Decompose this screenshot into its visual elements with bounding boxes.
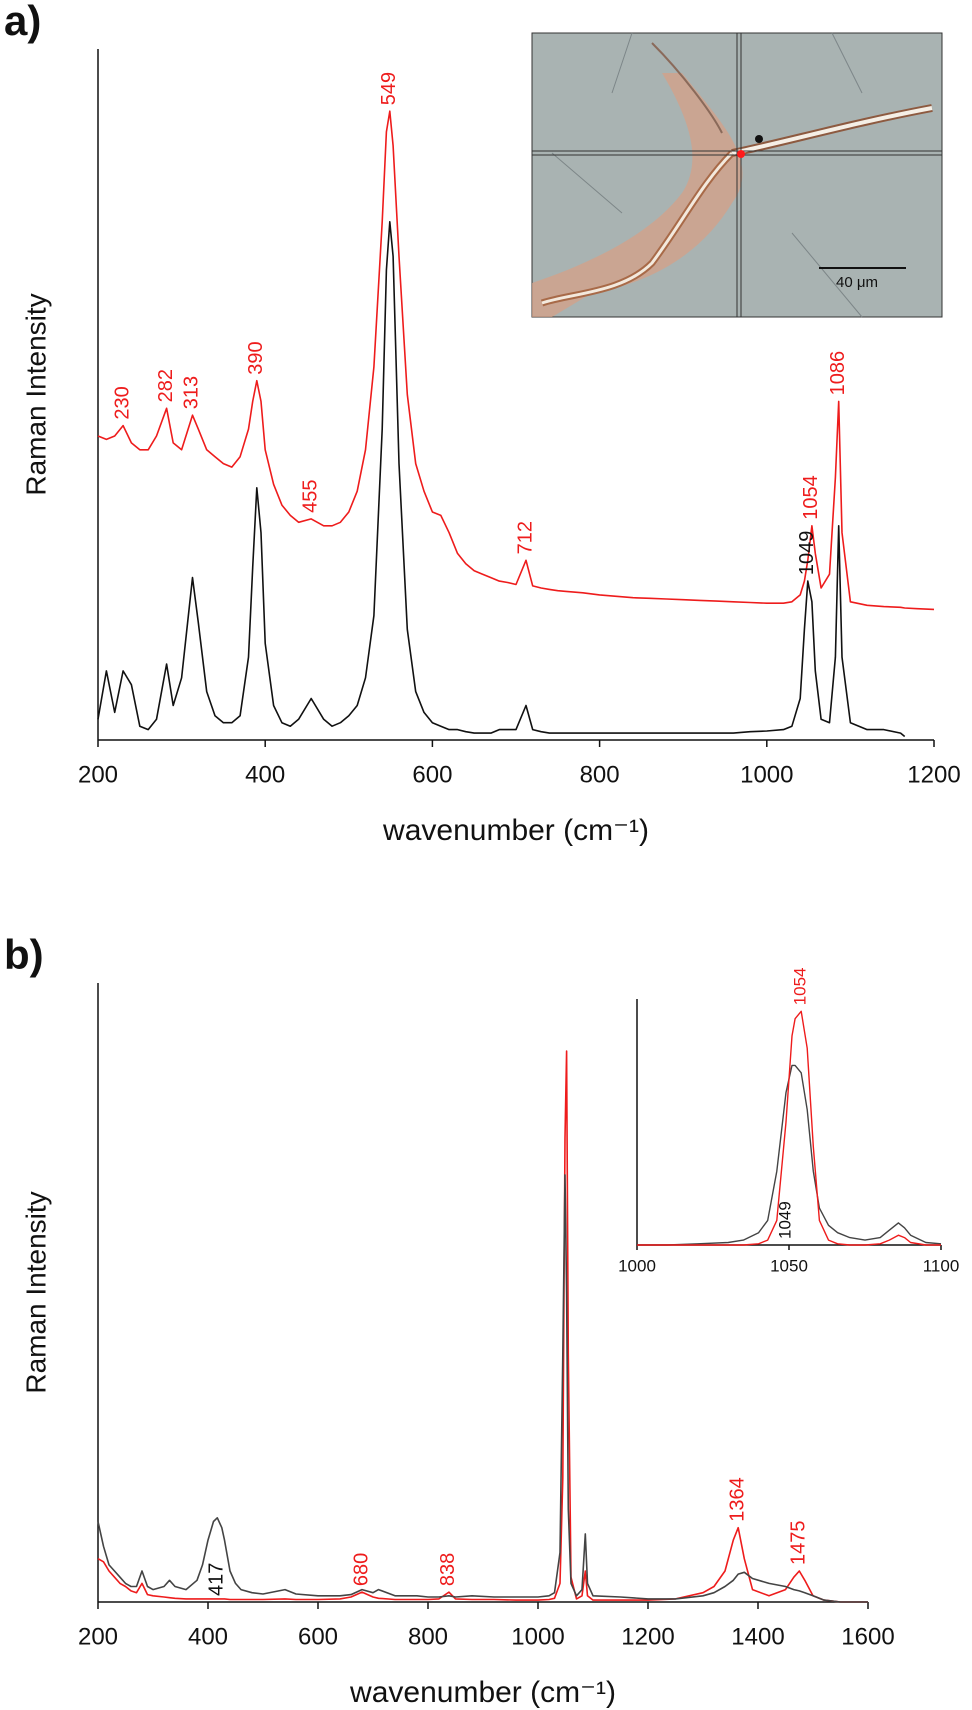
- x-tick-label: 400: [245, 761, 285, 788]
- x-tick-label: 1000: [618, 1256, 656, 1275]
- spectrum-line: [97, 110, 935, 611]
- chart: 200 400 600 800 1000 1200 1400 1600 wavenumber (…: [4, 931, 895, 1709]
- photo-vein: [651, 42, 723, 134]
- peak-label: 1054: [800, 475, 822, 520]
- peak-label: 712: [514, 521, 536, 554]
- peak-label: 1054: [791, 967, 810, 1005]
- peak-label: 1049: [796, 531, 818, 576]
- x-tick-label: 800: [580, 761, 620, 788]
- peak-label: 838: [437, 1553, 459, 1586]
- x-tick-label: 600: [298, 1623, 338, 1650]
- x-tick-label: 1100: [923, 1256, 960, 1275]
- y-axis-label: Raman Intensity: [20, 293, 51, 495]
- peak-label: 1086: [827, 351, 849, 396]
- peak-label: 1475: [788, 1521, 810, 1566]
- panel-label: b): [4, 931, 44, 978]
- peak-label: 1364: [726, 1477, 748, 1522]
- peak-label: 455: [299, 480, 321, 513]
- peak-label: 417: [206, 1563, 228, 1596]
- spectrum-line: [97, 221, 906, 738]
- spectrum-line: [637, 1064, 942, 1246]
- photo-stain: [532, 73, 743, 317]
- peak-label: 230: [111, 386, 133, 419]
- panel-label: a): [4, 0, 41, 44]
- inset-chart: 1000 1050 1100 1049 1054: [618, 967, 959, 1275]
- peak-label: 282: [155, 369, 177, 402]
- photo-crack: [541, 151, 734, 305]
- x-tick-label: 800: [408, 1623, 448, 1650]
- x-axis-label: wavenumber (cm⁻¹): [382, 814, 649, 847]
- x-tick-label: 200: [78, 761, 118, 788]
- peak-label: 313: [181, 376, 203, 409]
- chart: 200 400 600 800 1000 1200 wavenumber (cm⁻¹) Ram…: [4, 0, 961, 847]
- x-tick-label: 600: [412, 761, 452, 788]
- scale-bar-label: 40 μm: [836, 274, 878, 291]
- x-tick-label: 1200: [621, 1623, 674, 1650]
- x-tick-label: 200: [78, 1623, 118, 1650]
- red-spot: [737, 150, 745, 158]
- photo-vein: [551, 32, 863, 318]
- x-tick-label: 1400: [731, 1623, 784, 1650]
- x-tick-label: 1600: [841, 1623, 894, 1650]
- peak-label: 549: [378, 72, 400, 105]
- x-tick-label: 1200: [907, 761, 960, 788]
- y-axis-label: Raman Intensity: [20, 1191, 51, 1393]
- x-tick-label: 1050: [770, 1256, 808, 1275]
- peak-label: 680: [350, 1553, 372, 1586]
- x-tick-label: 400: [188, 1623, 228, 1650]
- peak-label: 1049: [775, 1201, 794, 1239]
- inset-photo: 40 μm: [531, 32, 943, 318]
- spectrum-line: [97, 1174, 868, 1603]
- black-spot: [755, 135, 763, 143]
- photo-crack: [731, 106, 933, 155]
- x-tick-label: 1000: [740, 761, 793, 788]
- x-axis-label: wavenumber (cm⁻¹): [349, 1676, 616, 1709]
- peak-label: 390: [245, 341, 267, 374]
- spectrum-line: [97, 1050, 868, 1603]
- x-tick-label: 1000: [511, 1623, 564, 1650]
- spectrum-line: [637, 1010, 941, 1246]
